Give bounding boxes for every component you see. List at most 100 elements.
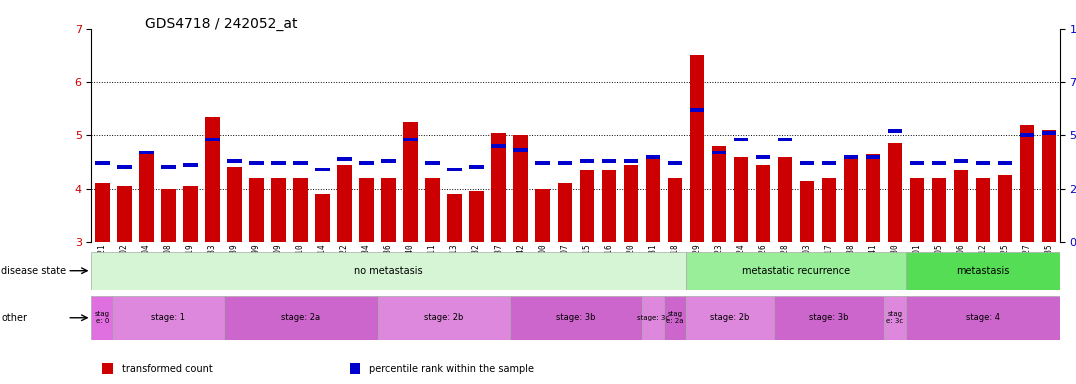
Bar bbox=[888, 143, 902, 242]
Text: stage: 2b: stage: 2b bbox=[710, 313, 749, 322]
Bar bbox=[250, 178, 264, 242]
Bar bbox=[778, 157, 792, 242]
Bar bbox=[91, 296, 113, 340]
Bar bbox=[641, 296, 664, 340]
Bar bbox=[91, 252, 685, 290]
Text: stag
e: 2a: stag e: 2a bbox=[666, 311, 683, 324]
Bar bbox=[404, 122, 417, 242]
Text: GDS4718 / 242052_at: GDS4718 / 242052_at bbox=[145, 17, 298, 31]
Text: stage: 2a: stage: 2a bbox=[281, 313, 320, 322]
Bar bbox=[953, 170, 968, 242]
Bar bbox=[865, 154, 880, 242]
Text: metastatic recurrence: metastatic recurrence bbox=[741, 266, 850, 276]
Bar bbox=[685, 252, 906, 290]
Bar bbox=[976, 178, 990, 242]
Bar bbox=[492, 144, 506, 148]
Bar bbox=[381, 178, 396, 242]
Bar bbox=[294, 178, 308, 242]
Bar bbox=[294, 161, 308, 165]
Bar bbox=[580, 170, 594, 242]
Bar bbox=[425, 161, 440, 165]
Text: metastasis: metastasis bbox=[957, 266, 1009, 276]
Bar bbox=[338, 157, 352, 161]
Bar bbox=[250, 161, 264, 165]
Bar bbox=[822, 178, 836, 242]
Bar bbox=[778, 138, 792, 141]
Bar bbox=[664, 296, 685, 340]
Text: percentile rank within the sample: percentile rank within the sample bbox=[369, 364, 534, 374]
Bar bbox=[161, 189, 175, 242]
Bar bbox=[976, 161, 990, 165]
Bar bbox=[315, 167, 329, 171]
Bar bbox=[271, 161, 286, 165]
Text: disease state: disease state bbox=[1, 266, 67, 276]
Bar bbox=[1020, 125, 1034, 242]
Bar bbox=[690, 108, 704, 112]
Bar bbox=[906, 296, 1060, 340]
Bar bbox=[224, 296, 378, 340]
Bar bbox=[536, 161, 550, 165]
Bar bbox=[183, 163, 198, 167]
Bar bbox=[557, 161, 571, 165]
Text: stage: 3b: stage: 3b bbox=[556, 313, 595, 322]
Bar bbox=[381, 159, 396, 163]
Bar bbox=[359, 178, 373, 242]
Bar bbox=[1042, 131, 1056, 135]
Bar bbox=[883, 296, 906, 340]
Bar bbox=[711, 151, 726, 154]
Bar bbox=[315, 194, 329, 242]
Bar bbox=[469, 191, 484, 242]
Bar bbox=[932, 161, 946, 165]
Bar bbox=[557, 183, 571, 242]
Bar bbox=[338, 165, 352, 242]
Bar bbox=[909, 178, 924, 242]
Bar bbox=[774, 296, 883, 340]
Bar bbox=[667, 178, 682, 242]
Bar bbox=[117, 186, 131, 242]
Text: no metastasis: no metastasis bbox=[354, 266, 423, 276]
Bar bbox=[906, 252, 1060, 290]
Bar bbox=[425, 178, 440, 242]
Bar bbox=[755, 165, 770, 242]
Bar bbox=[96, 161, 110, 165]
Bar bbox=[96, 183, 110, 242]
Bar bbox=[1042, 130, 1056, 242]
Bar bbox=[448, 194, 462, 242]
Bar bbox=[799, 161, 813, 165]
Bar bbox=[469, 166, 484, 169]
Text: stage: 3c: stage: 3c bbox=[637, 315, 669, 321]
Bar bbox=[909, 161, 924, 165]
Bar bbox=[183, 186, 198, 242]
Bar bbox=[822, 161, 836, 165]
Bar bbox=[734, 157, 748, 242]
Text: transformed count: transformed count bbox=[122, 364, 212, 374]
Bar bbox=[513, 136, 528, 242]
Bar bbox=[865, 155, 880, 159]
Bar bbox=[711, 146, 726, 242]
Bar bbox=[667, 161, 682, 165]
Bar bbox=[117, 166, 131, 169]
Bar bbox=[206, 138, 220, 141]
Text: other: other bbox=[1, 313, 27, 323]
Bar bbox=[271, 178, 286, 242]
Text: stage: 4: stage: 4 bbox=[966, 313, 1000, 322]
Text: stag
e: 3c: stag e: 3c bbox=[887, 311, 904, 324]
Bar bbox=[601, 159, 615, 163]
Bar bbox=[359, 161, 373, 165]
Bar bbox=[139, 154, 154, 242]
Bar bbox=[997, 175, 1013, 242]
Bar bbox=[378, 296, 510, 340]
Bar bbox=[448, 167, 462, 171]
Text: stage: 3b: stage: 3b bbox=[809, 313, 849, 322]
Bar bbox=[510, 296, 641, 340]
Bar bbox=[404, 138, 417, 141]
Bar bbox=[799, 180, 813, 242]
Bar bbox=[844, 155, 858, 159]
Bar bbox=[734, 138, 748, 141]
Bar bbox=[623, 165, 638, 242]
Bar bbox=[685, 296, 774, 340]
Bar bbox=[997, 161, 1013, 165]
Bar bbox=[206, 117, 220, 242]
Bar bbox=[690, 55, 704, 242]
Text: stage: 1: stage: 1 bbox=[152, 313, 185, 322]
